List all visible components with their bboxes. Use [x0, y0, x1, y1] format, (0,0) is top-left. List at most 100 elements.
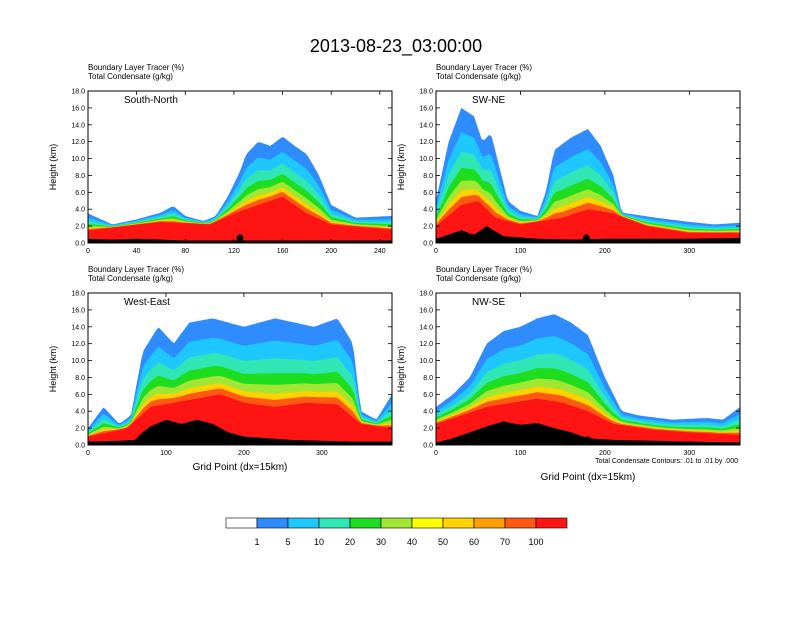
panel-3: 0.0 2.0 4.0 6.0 8.0 10.0 12.0 14.0 16.0 18.0 0 100 2…: [48, 265, 393, 473]
y-tick-label: 4.0: [75, 207, 85, 214]
x-tick-label: 200: [238, 450, 250, 457]
x-tick-label: 120: [228, 248, 240, 255]
y-tick-label: 10.0: [71, 156, 85, 163]
panel-subtitle-tracer: Boundary Layer Tracer (%): [88, 63, 184, 72]
plot-frame: [87, 90, 393, 244]
colorbar-label: 30: [376, 537, 386, 547]
tracer-field: [88, 318, 392, 445]
panel-label: West-East: [124, 297, 170, 308]
x-tick-label: 160: [277, 248, 289, 255]
panel-subtitle-tracer: Boundary Layer Tracer (%): [88, 265, 184, 274]
colorbar-box: [349, 517, 382, 529]
colorbar-label: 100: [528, 537, 543, 547]
colorbar-box: [318, 517, 351, 529]
y-tick-label: 18.0: [419, 291, 433, 298]
x-tick-label: 0: [434, 248, 438, 255]
y-tick-label: 0.0: [75, 443, 85, 450]
y-tick-label: 14.0: [71, 324, 85, 331]
y-tick-label: 8.0: [423, 173, 433, 180]
tracer-field: [88, 137, 392, 243]
y-axis-label: Height (km): [48, 144, 58, 191]
colorbar-label: 20: [345, 537, 355, 547]
x-tick-label: 0: [86, 450, 90, 457]
terrain: [436, 226, 740, 243]
colorbar-label: 60: [469, 537, 479, 547]
y-tick-label: 2.0: [423, 224, 433, 231]
y-tick-label: 18.0: [71, 291, 85, 298]
y-axis-label: Height (km): [48, 346, 58, 393]
x-tick-label: 100: [515, 248, 527, 255]
y-tick-label: 12.0: [419, 139, 433, 146]
y-tick-label: 14.0: [419, 122, 433, 129]
y-tick-label: 14.0: [71, 122, 85, 129]
colorbar-box: [535, 517, 568, 529]
y-axis-label: Height (km): [396, 346, 406, 393]
panel-2: 0.0 2.0 4.0 6.0 8.0 10.0 12.0 14.0 16.0 18.0 0 100 2…: [396, 63, 741, 255]
plot-frame: [87, 292, 393, 446]
y-tick-label: 6.0: [423, 190, 433, 197]
y-tick-label: 12.0: [71, 139, 85, 146]
x-tick-label: 200: [599, 248, 611, 255]
y-tick-label: 6.0: [75, 392, 85, 399]
colorbar-label: 1: [254, 537, 259, 547]
x-tick-label: 300: [683, 450, 695, 457]
y-tick-label: 6.0: [75, 190, 85, 197]
colorbar-label: 5: [285, 537, 290, 547]
x-tick-label: 300: [683, 248, 695, 255]
x-tick-label: 200: [599, 450, 611, 457]
panel-subtitle-condensate: Total Condensate (g/kg): [436, 274, 521, 283]
panel-subtitle-tracer: Boundary Layer Tracer (%): [436, 63, 532, 72]
y-tick-label: 16.0: [419, 307, 433, 314]
panel-subtitle-condensate: Total Condensate (g/kg): [88, 72, 173, 81]
y-tick-label: 10.0: [419, 358, 433, 365]
panels: 0.0 2.0 4.0 6.0 8.0 10.0 12.0 14.0 16.0 18.0 0 40 80…: [48, 63, 741, 483]
y-tick-label: 16.0: [71, 105, 85, 112]
y-tick-label: 0.0: [423, 443, 433, 450]
y-tick-label: 0.0: [423, 241, 433, 248]
y-tick-label: 8.0: [423, 375, 433, 382]
y-tick-label: 4.0: [423, 409, 433, 416]
location-marker: [236, 234, 244, 242]
x-tick-label: 100: [160, 450, 172, 457]
x-tick-label: 80: [181, 248, 189, 255]
panel-subtitle-condensate: Total Condensate (g/kg): [436, 72, 521, 81]
y-tick-label: 10.0: [419, 156, 433, 163]
colorbar-box: [504, 517, 537, 529]
y-tick-label: 18.0: [71, 89, 85, 96]
colorbar-label: 10: [314, 537, 324, 547]
y-tick-label: 8.0: [75, 375, 85, 382]
y-tick-label: 18.0: [419, 89, 433, 96]
x-tick-label: 40: [133, 248, 141, 255]
colorbar: 1 5 10 20 30 40 50 60 70 100: [225, 517, 568, 547]
contour-note: Total Condensate Contours: .01 to .01 by…: [595, 458, 738, 465]
colorbar-box: [225, 517, 258, 529]
y-tick-label: 4.0: [423, 207, 433, 214]
x-tick-label: 0: [86, 248, 90, 255]
colorbar-label: 70: [500, 537, 510, 547]
tracer-core: [436, 201, 740, 243]
x-tick-label: 0: [434, 450, 438, 457]
colorbar-label: 50: [438, 537, 448, 547]
x-axis-label: Grid Point (dx=15km): [541, 472, 636, 483]
location-marker: [234, 436, 242, 444]
colorbar-box: [411, 517, 444, 529]
x-tick-label: 100: [515, 450, 527, 457]
y-tick-label: 16.0: [71, 307, 85, 314]
plot-frame: [435, 292, 741, 446]
y-tick-label: 2.0: [423, 426, 433, 433]
tracer-core: [88, 196, 392, 243]
y-tick-label: 10.0: [71, 358, 85, 365]
y-tick-label: 12.0: [419, 341, 433, 348]
panel-label: SW-NE: [472, 95, 505, 106]
plot-frame: [435, 90, 741, 244]
y-tick-label: 0.0: [75, 241, 85, 248]
terrain: [88, 419, 392, 445]
colorbar-box: [473, 517, 506, 529]
terrain: [436, 421, 740, 445]
panel-4: 0.0 2.0 4.0 6.0 8.0 10.0 12.0 14.0 16.0 18.0 0 100 2…: [396, 265, 741, 483]
tracer-field: [436, 107, 740, 244]
x-tick-label: 300: [316, 450, 328, 457]
y-tick-label: 16.0: [419, 105, 433, 112]
location-marker: [584, 436, 592, 444]
